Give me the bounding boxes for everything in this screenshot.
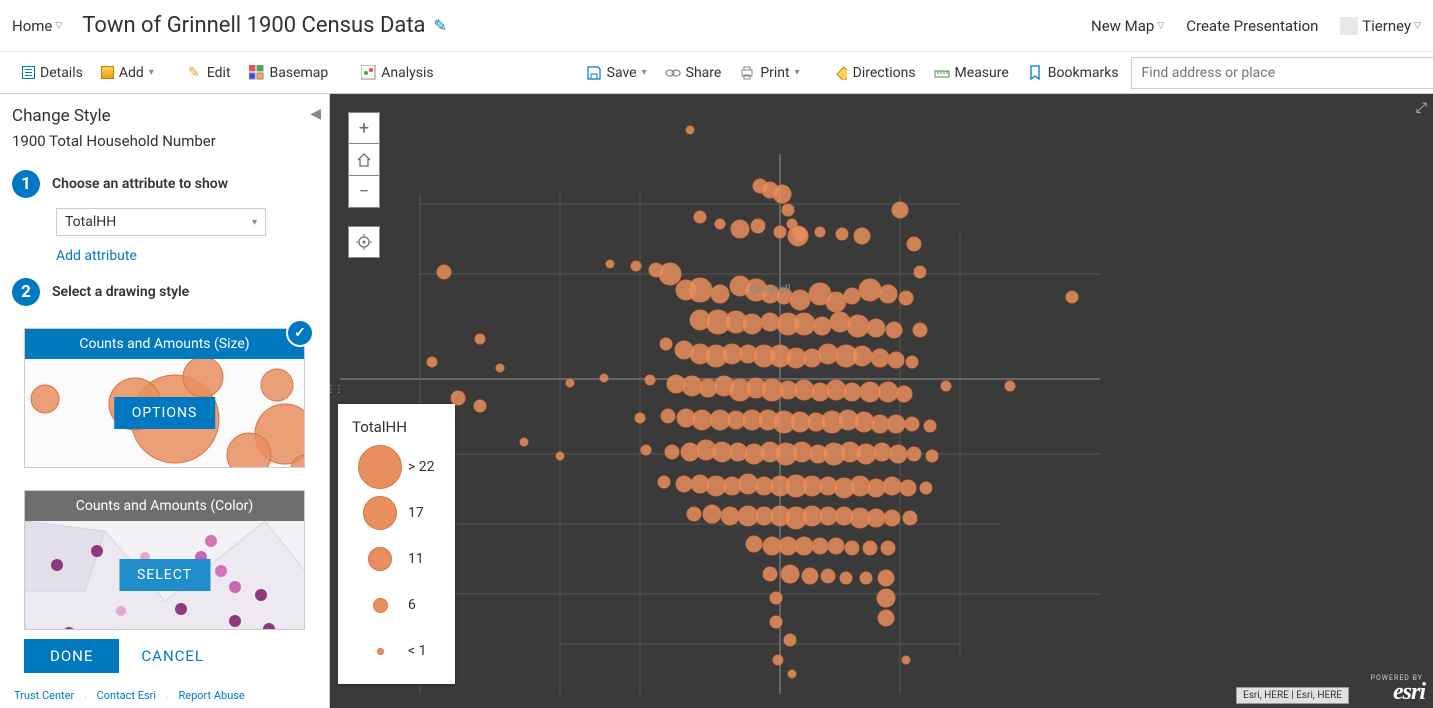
home-extent-button[interactable] <box>348 144 380 176</box>
attribute-select[interactable]: TotalHH▾ <box>56 208 266 236</box>
select-button[interactable]: SELECT <box>119 559 210 591</box>
esri-logo: esri <box>1393 679 1425 706</box>
map-title: Town of Grinnell 1900 Census Data <box>82 13 425 38</box>
analysis-icon <box>360 65 376 81</box>
print-button[interactable]: Print▾ <box>733 61 805 85</box>
share-button[interactable]: Share <box>659 61 728 85</box>
panel-subtitle: 1900 Total Household Number <box>12 132 317 150</box>
measure-icon <box>934 65 950 81</box>
basemap-button[interactable]: Basemap <box>243 61 335 85</box>
step-2-label: Select a drawing style <box>52 284 189 300</box>
save-icon <box>586 65 602 81</box>
style-card-size[interactable]: ✓ Counts and Amounts (Size) OPTIONS <box>24 328 305 468</box>
home-menu[interactable]: Home▽ <box>12 17 62 35</box>
bookmark-icon <box>1027 65 1043 81</box>
bookmarks-button[interactable]: Bookmarks <box>1021 61 1125 85</box>
step-number-1: 1 <box>12 170 40 198</box>
done-button[interactable]: DONE <box>24 639 119 673</box>
contact-esri-link[interactable]: Contact Esri <box>97 689 157 702</box>
search-input[interactable] <box>1132 59 1433 87</box>
directions-icon <box>832 65 848 81</box>
cancel-button[interactable]: CANCEL <box>137 639 208 673</box>
home-icon <box>356 152 372 168</box>
print-icon <box>739 65 755 81</box>
preview-color: SELECT <box>25 521 304 629</box>
expand-map-icon[interactable]: ⤢ <box>1416 100 1427 116</box>
preview-size: OPTIONS <box>25 359 304 467</box>
report-abuse-link[interactable]: Report Abuse <box>178 689 244 702</box>
edit-title-icon[interactable]: ✎ <box>434 16 447 35</box>
legend-title: TotalHH <box>352 418 435 436</box>
map-canvas[interactable]: ⋮⋮ Grinnell + − ⤢ TotalHH > 2217116< 1 E… <box>330 94 1433 708</box>
pencil-icon: ✎ <box>186 65 202 81</box>
zoom-controls: + − <box>348 112 380 258</box>
save-button[interactable]: Save▾ <box>580 61 653 85</box>
card-header-size: Counts and Amounts (Size) <box>25 329 304 359</box>
step-number-2: 2 <box>12 278 40 306</box>
search-wrapper <box>1131 57 1433 89</box>
share-icon <box>665 65 681 81</box>
selected-check-icon: ✓ <box>286 319 314 347</box>
add-button[interactable]: Add▾ <box>95 61 160 85</box>
user-menu[interactable]: Tierney▽ <box>1340 17 1421 35</box>
attribution-text: Esri, HERE | Esri, HERE <box>1236 687 1349 704</box>
add-attribute-link[interactable]: Add attribute <box>0 240 329 268</box>
options-button[interactable]: OPTIONS <box>114 397 216 429</box>
basemap-icon <box>249 65 265 81</box>
footer-links: Trust Center. Contact Esri. Report Abuse <box>0 683 329 708</box>
edit-button[interactable]: ✎Edit <box>180 61 237 85</box>
zoom-in-button[interactable]: + <box>348 112 380 144</box>
panel-title: Change Style <box>12 106 317 126</box>
measure-button[interactable]: Measure <box>928 61 1015 85</box>
zoom-out-button[interactable]: − <box>348 176 380 208</box>
add-icon <box>101 66 114 79</box>
new-map-menu[interactable]: New Map▽ <box>1091 17 1164 35</box>
details-icon <box>22 66 35 79</box>
style-card-color[interactable]: Counts and Amounts (Color) SELECT <box>24 490 305 630</box>
avatar-icon <box>1340 17 1358 35</box>
trust-center-link[interactable]: Trust Center <box>14 689 74 702</box>
style-panel: ◀ Change Style 1900 Total Household Numb… <box>0 94 330 708</box>
step-1-label: Choose an attribute to show <box>52 176 228 192</box>
create-presentation-link[interactable]: Create Presentation <box>1186 17 1318 35</box>
header-bar: Home▽ Town of Grinnell 1900 Census Data … <box>0 0 1433 52</box>
directions-button[interactable]: Directions <box>826 61 922 85</box>
locate-button[interactable] <box>348 226 380 258</box>
details-button[interactable]: Details <box>16 61 89 85</box>
analysis-button[interactable]: Analysis <box>354 61 439 85</box>
card-header-color: Counts and Amounts (Color) <box>25 491 304 521</box>
toolbar: Details Add▾ ✎Edit Basemap Analysis Save… <box>0 52 1433 94</box>
locate-icon <box>356 234 372 250</box>
collapse-panel-icon[interactable]: ◀ <box>310 106 321 122</box>
legend: TotalHH > 2217116< 1 <box>338 404 455 684</box>
